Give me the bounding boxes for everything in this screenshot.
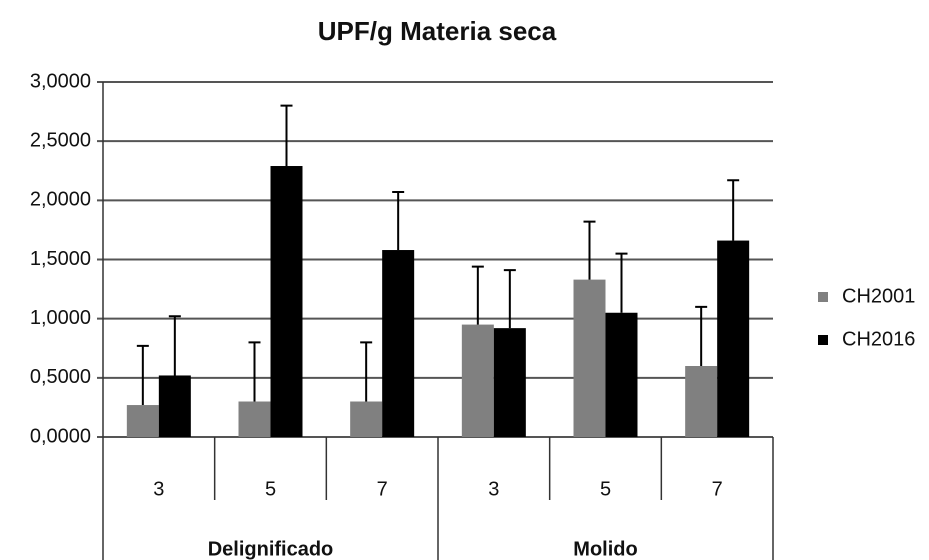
- y-tick-label: 2,5000: [30, 129, 91, 151]
- x-tick-label: 3: [488, 478, 499, 500]
- x-tick-label: 5: [265, 478, 276, 500]
- legend-swatch: [818, 335, 828, 345]
- bar: [382, 250, 415, 437]
- error-bar: [280, 104, 293, 167]
- error-bar: [248, 341, 261, 402]
- y-tick-label: 2,0000: [30, 189, 91, 211]
- error-bar: [695, 305, 708, 366]
- error-bar: [727, 179, 740, 241]
- legend-label: CH2016: [842, 328, 915, 350]
- group-label: Delignificado: [208, 538, 334, 560]
- x-tick-label: 3: [153, 478, 164, 500]
- x-tick-label: 7: [377, 478, 388, 500]
- y-tick-label: 3,0000: [30, 70, 91, 92]
- bar: [270, 166, 303, 437]
- x-tick-label: 7: [712, 478, 723, 500]
- y-tick-label: 0,0000: [30, 425, 91, 447]
- error-bar: [168, 315, 181, 376]
- legend-swatch: [818, 292, 828, 302]
- bar: [685, 366, 718, 437]
- bar: [461, 324, 494, 437]
- bar: [493, 328, 526, 437]
- error-bar: [471, 265, 484, 325]
- y-tick-label: 1,5000: [30, 248, 91, 270]
- bar: [158, 375, 191, 437]
- bar: [573, 279, 606, 437]
- error-bar: [583, 220, 596, 280]
- x-tick-label: 5: [600, 478, 611, 500]
- bar: [350, 401, 383, 437]
- bar: [126, 405, 159, 437]
- bar: [238, 401, 271, 437]
- y-tick-label: 0,5000: [30, 366, 91, 388]
- error-bar: [360, 341, 373, 402]
- error-bar: [615, 252, 628, 313]
- chart-title: UPF/g Materia seca: [318, 16, 557, 46]
- error-bar: [392, 191, 405, 251]
- error-bar: [503, 269, 516, 329]
- bar: [605, 312, 638, 437]
- group-label: Molido: [573, 538, 637, 560]
- error-bar: [136, 344, 149, 406]
- bar: [717, 240, 750, 437]
- legend-label: CH2001: [842, 285, 915, 307]
- y-tick-label: 1,0000: [30, 307, 91, 329]
